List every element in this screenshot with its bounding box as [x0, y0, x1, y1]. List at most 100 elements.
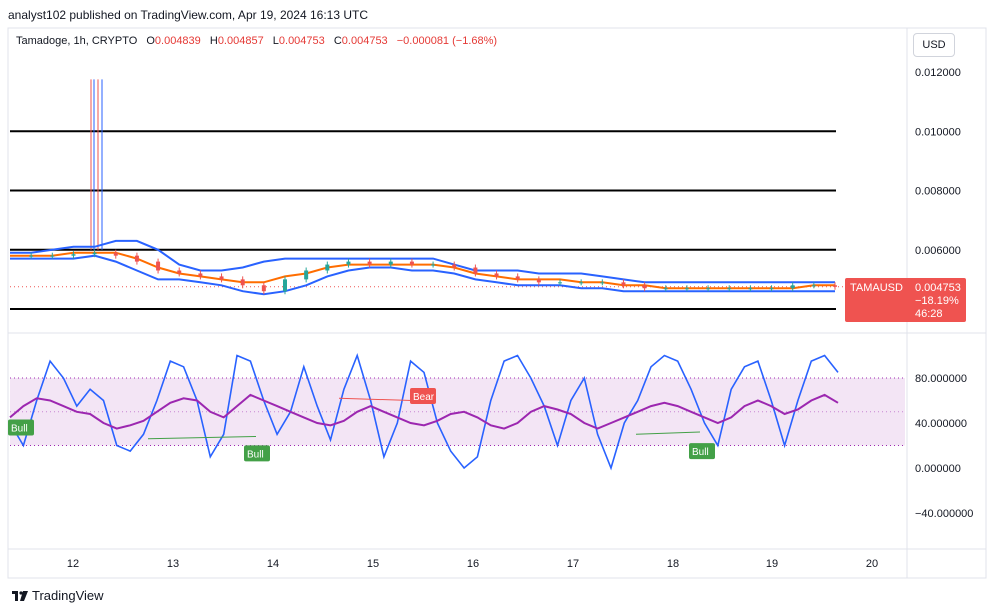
signal-label-text: Bear: [413, 392, 435, 403]
oscillator-tick-label: 80.000000: [915, 373, 967, 385]
candle-body: [833, 285, 837, 287]
oscillator-tick-label: −40.000000: [915, 508, 973, 520]
publisher-line: analyst102 published on TradingView.com,…: [8, 8, 369, 22]
candle-body: [388, 261, 393, 265]
rsi-line: [9, 393, 839, 430]
signal-label-box: [410, 388, 436, 404]
candle-body: [219, 276, 224, 280]
candle-body: [558, 282, 562, 284]
bull-signal-label: Bull: [244, 445, 270, 462]
legend-open-label: O: [146, 35, 155, 47]
bull-divergence-line: [147, 436, 257, 440]
candle-body: [71, 254, 76, 256]
price-tag: TAMAUSD 0.004753 −18.19% 46:28: [845, 278, 966, 322]
candle-body: [367, 261, 372, 265]
price-tag-ticker: TAMAUSD: [850, 282, 903, 294]
candle-body: [283, 279, 287, 292]
candle-body: [452, 264, 457, 268]
price-tick-label: 0.008000: [915, 186, 961, 198]
legend-high-label: H: [209, 35, 218, 47]
candle-body: [325, 264, 330, 271]
legend-low-label: L: [272, 35, 279, 47]
signal-label-text: Bull: [247, 449, 264, 460]
candle-body: [621, 282, 626, 286]
oscillator-tick-label: 40.000000: [915, 418, 967, 430]
time-tick-label: 19: [766, 558, 778, 570]
tradingview-logo-icon: [12, 591, 28, 601]
candle-body: [346, 261, 351, 265]
legend-open: 0.004839: [154, 35, 201, 47]
legend-close-label: C: [333, 35, 342, 47]
legend-symbol: Tamadoge, 1h, CRYPTO: [16, 35, 138, 47]
oscillator-band: [10, 378, 905, 446]
candle-body: [663, 288, 668, 290]
signal-label-box: [244, 445, 270, 462]
legend-close: 0.004753: [341, 35, 388, 47]
candle-body: [409, 261, 414, 265]
price-tag-price: 0.004753: [915, 282, 961, 294]
candle-body: [113, 252, 118, 256]
candle-body: [304, 270, 309, 280]
price-tag-box: [845, 278, 966, 322]
candle-body: [50, 255, 55, 257]
candle-body: [811, 285, 816, 287]
candle-body: [579, 282, 584, 284]
oscillator-pane: Bull Bull Bear Bull: [8, 353, 905, 471]
legend-high: 0.004857: [217, 35, 264, 47]
chart-frame: [7, 27, 987, 579]
candle-body: [29, 255, 34, 257]
price-axis: 0.012000 0.010000 0.008000 0.006000: [915, 67, 961, 257]
candle-body: [684, 288, 689, 290]
signal-label-box: [8, 419, 34, 436]
time-axis: 12 13 14 15 16 17 18 19 20: [67, 558, 878, 570]
oscillator-axis: 80.000000 40.000000 0.000000 −40.000000: [915, 373, 973, 520]
bollinger-lower-line: [10, 254, 835, 296]
bear-signal-label: Bear: [410, 388, 436, 404]
signal-label-text: Bull: [692, 447, 709, 458]
candle-body: [177, 270, 182, 274]
candle-body: [494, 273, 499, 277]
stochastic-k-line: [9, 353, 839, 471]
currency-button[interactable]: USD: [913, 33, 955, 57]
bull-signal-label: Bull: [689, 443, 715, 460]
tradingview-brand-label: TradingView: [32, 588, 104, 603]
candle-body: [515, 276, 520, 280]
time-tick-label: 20: [866, 558, 878, 570]
bear-divergence-line: [338, 397, 413, 401]
time-tick-label: 12: [67, 558, 79, 570]
legend-low: 0.004753: [278, 35, 325, 47]
candle-body: [600, 282, 605, 284]
candle-body: [240, 279, 245, 286]
candle-body: [706, 288, 711, 290]
candle-body: [536, 279, 541, 283]
candle-body: [134, 255, 139, 262]
bollinger-basis-line: [10, 251, 835, 290]
candle-body: [727, 288, 732, 290]
time-tick-label: 18: [667, 558, 679, 570]
candle-body: [748, 288, 753, 290]
time-tick-label: 16: [467, 558, 479, 570]
candle-body: [790, 285, 795, 289]
oscillator-tick-label: 0.000000: [915, 463, 961, 475]
price-tick-label: 0.012000: [915, 67, 961, 79]
bollinger-upper-line: [10, 239, 835, 284]
candle-body: [198, 273, 203, 277]
tradingview-brand[interactable]: TradingView: [12, 588, 104, 603]
time-tick-label: 15: [367, 558, 379, 570]
signal-label-text: Bull: [11, 424, 28, 435]
price-tag-countdown: 46:28: [915, 308, 943, 320]
bull-divergence-line: [635, 431, 701, 435]
ohlc-legend: Tamadoge, 1h, CRYPTO O0.004839 H0.004857…: [16, 35, 497, 47]
bull-signal-label: Bull: [8, 419, 34, 436]
price-tick-label: 0.010000: [915, 126, 961, 138]
candle-body: [642, 285, 647, 289]
legend-change: −0.000081 (−1.68%): [396, 35, 498, 47]
price-tag-change: −18.19%: [915, 295, 959, 307]
candle-body: [156, 261, 161, 271]
time-tick-label: 13: [167, 558, 179, 570]
price-tick-label: 0.006000: [915, 245, 961, 257]
time-tick-label: 17: [567, 558, 579, 570]
signal-label-box: [689, 443, 715, 460]
